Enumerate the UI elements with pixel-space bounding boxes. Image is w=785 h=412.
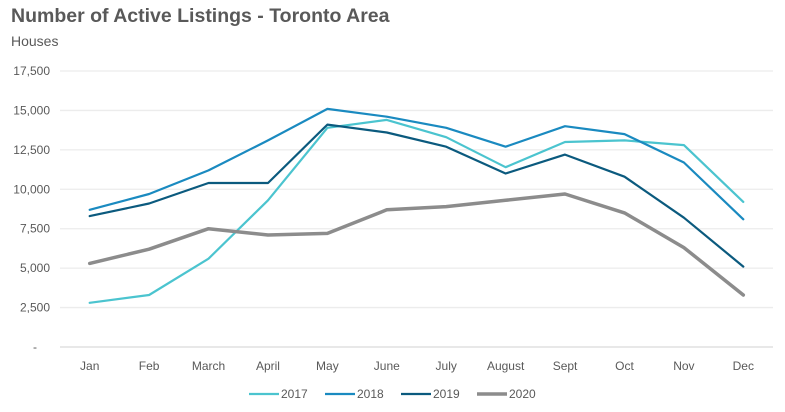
series-line-2019 xyxy=(88,123,745,268)
series-line-2020 xyxy=(87,192,746,297)
x-tick-label: April xyxy=(256,359,280,373)
x-tick-label: Jan xyxy=(80,359,99,373)
y-tick-label: 5,000 xyxy=(20,261,50,275)
y-tick-label: - xyxy=(33,340,37,354)
y-tick-label: 10,000 xyxy=(13,182,50,196)
y-axis-ticks: - 2,500 5,000 7,500 10,000 12,500 15,000 17,500 xyxy=(13,64,50,354)
series-line-2018 xyxy=(88,107,745,221)
chart-subtitle: Houses xyxy=(11,33,59,49)
y-tick-label: 12,500 xyxy=(13,143,50,157)
x-tick-label: Oct xyxy=(615,359,634,373)
y-tick-label: 17,500 xyxy=(13,64,50,78)
x-tick-label: June xyxy=(374,359,400,373)
x-tick-label: May xyxy=(316,359,339,373)
x-tick-label: Sept xyxy=(553,359,578,373)
legend: 2017 2018 2019 2020 xyxy=(249,387,536,401)
gridlines xyxy=(60,70,773,348)
x-tick-label: Dec xyxy=(733,359,754,373)
legend-label-2019: 2019 xyxy=(433,387,460,401)
x-tick-label: March xyxy=(192,359,225,373)
series-line-2017 xyxy=(88,118,745,304)
x-tick-label: Feb xyxy=(139,359,160,373)
y-tick-label: 15,000 xyxy=(13,103,50,117)
x-tick-label: August xyxy=(487,359,525,373)
y-tick-label: 2,500 xyxy=(20,301,50,315)
series-lines xyxy=(87,107,746,304)
legend-label-2017: 2017 xyxy=(281,387,308,401)
x-tick-label: July xyxy=(436,359,457,373)
legend-label-2018: 2018 xyxy=(357,387,384,401)
x-axis-ticks: Jan Feb March April May June July August Sept Oct… xyxy=(80,359,754,373)
x-tick-label: Nov xyxy=(673,359,694,373)
y-tick-label: 7,500 xyxy=(20,222,50,236)
legend-label-2020: 2020 xyxy=(509,387,536,401)
chart-title: Number of Active Listings - Toronto Area xyxy=(11,5,390,27)
